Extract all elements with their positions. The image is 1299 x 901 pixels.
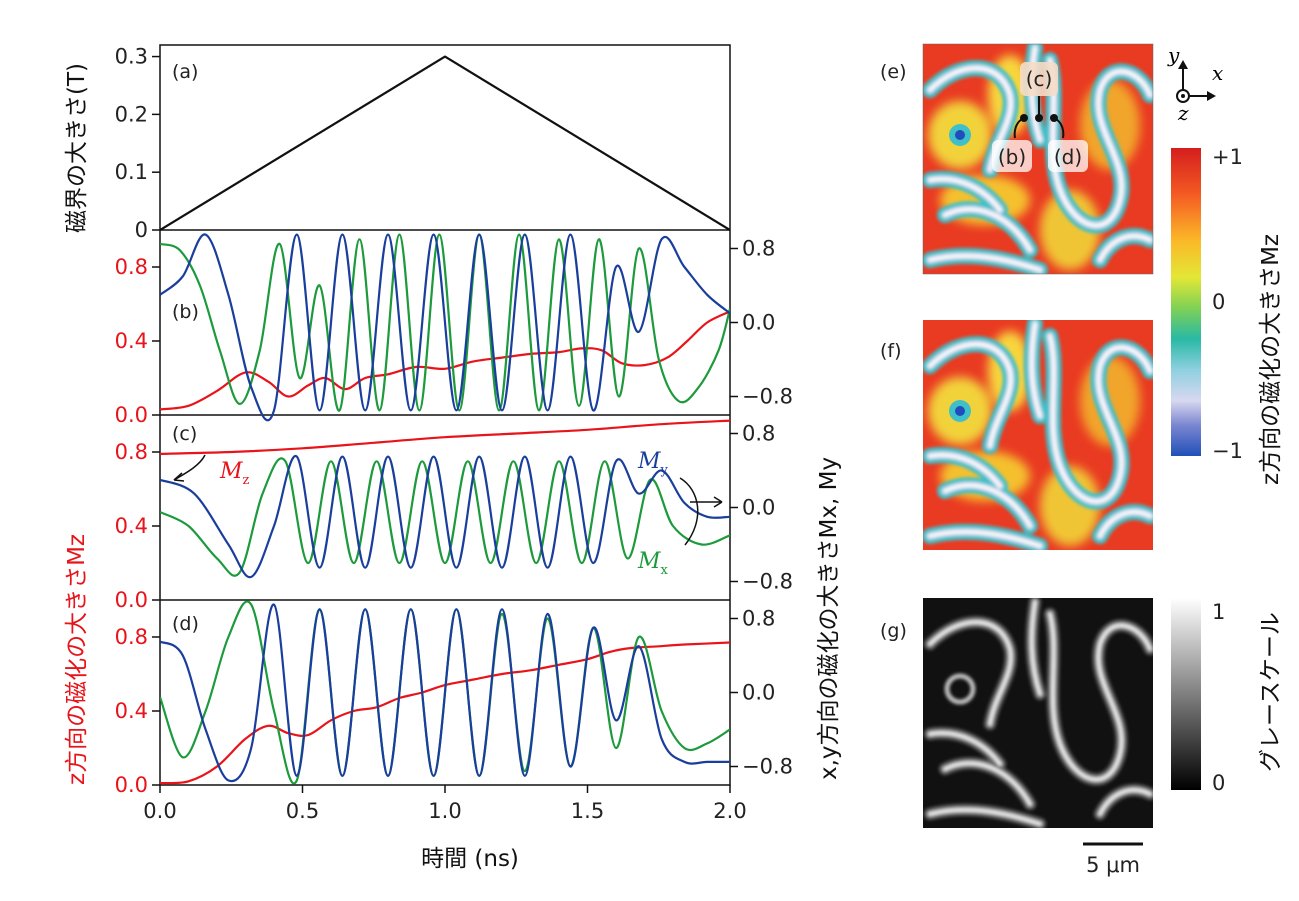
colorbar-mz xyxy=(1171,148,1201,456)
colorbar-tick-min: −1 xyxy=(1212,439,1243,463)
my-annotation: My xyxy=(637,449,669,478)
x-tick-label: 1.0 xyxy=(428,799,461,823)
mx-annotation: Mx xyxy=(637,477,723,578)
series-mx-line xyxy=(160,233,730,412)
axes-orientation-icon: y x z xyxy=(1167,43,1223,125)
mxy-axis-title: x,y方向の磁化の大きさMx, My xyxy=(816,457,842,780)
panel-d-label: (d) xyxy=(172,613,199,635)
svg-text:y: y xyxy=(1167,43,1180,67)
svg-text:Mx: Mx xyxy=(637,549,669,578)
x-tick-label: 1.5 xyxy=(571,799,604,823)
panel-e-image xyxy=(923,44,1153,274)
y-left-tick-label: 0.8 xyxy=(115,440,148,464)
colorbar-gray xyxy=(1171,598,1201,790)
y-tick-label: 0.1 xyxy=(115,160,148,184)
marker-group: (c) (b) (d) xyxy=(992,62,1088,172)
mz-axis-title: z方向の磁化の大きさMz xyxy=(64,534,90,785)
panel-a-label: (a) xyxy=(172,61,198,83)
y-tick-label: 0.2 xyxy=(115,102,148,126)
panel-g-image xyxy=(923,598,1153,828)
y-right-tick-label: −0.8 xyxy=(742,755,793,779)
svg-text:x: x xyxy=(1212,61,1223,85)
y-right-tick-label: −0.8 xyxy=(742,570,793,594)
series-mx-line xyxy=(160,457,730,577)
y-right-tick-label: 0.0 xyxy=(742,311,775,335)
panel-f-image xyxy=(923,320,1153,550)
series-my-line xyxy=(160,233,730,422)
y-left-tick-label: 0.8 xyxy=(115,625,148,649)
y-right-tick-label: 0.8 xyxy=(742,422,775,446)
panel-e-label: (e) xyxy=(880,61,907,83)
y-tick-label: 0.3 xyxy=(115,45,148,69)
scale-bar-label: 5 μm xyxy=(1086,853,1140,877)
colorbar-tick-zero: 0 xyxy=(1212,290,1225,314)
y-right-tick-label: 0.8 xyxy=(742,237,775,261)
marker-b-label: (b) xyxy=(998,145,1026,169)
y-left-tick-label: 0.0 xyxy=(115,588,148,612)
data-series xyxy=(160,55,730,785)
series-mz-line xyxy=(160,310,730,411)
svg-text:z: z xyxy=(1177,101,1189,125)
panel-b-label: (b) xyxy=(172,301,199,323)
panel-f-label: (f) xyxy=(880,340,902,362)
mz-annotation: Mz xyxy=(173,454,250,488)
x-tick-label: 2.0 xyxy=(713,799,746,823)
panel-g-label: (g) xyxy=(880,620,907,642)
x-tick-label: 0.0 xyxy=(143,799,176,823)
axis-ticks: 0.30.20.100.80.40.00.80.0−0.80.80.40.00.… xyxy=(115,45,793,823)
y-left-tick-label: 0.4 xyxy=(115,514,148,538)
y-left-tick-label: 0.4 xyxy=(115,329,148,353)
graybar-tick-max: 1 xyxy=(1212,600,1225,624)
y-right-tick-label: −0.8 xyxy=(742,385,793,409)
y-right-tick-label: 0.0 xyxy=(742,496,775,520)
series-mz-line xyxy=(160,419,730,455)
colorbar-mz-title: z方向の磁化の大きさMz xyxy=(1258,234,1284,485)
colorbar-gray-title: グレースケール xyxy=(1258,612,1284,772)
y-left-tick-label: 0.0 xyxy=(115,403,148,427)
y-right-tick-label: 0.0 xyxy=(742,681,775,705)
series-my-line xyxy=(160,603,730,783)
y-tick-label: 0 xyxy=(135,218,148,242)
svg-text:My: My xyxy=(637,449,669,478)
series-my-line xyxy=(160,455,730,579)
y-left-tick-label: 0.0 xyxy=(115,773,148,797)
field-axis-title: 磁界の大きさ(T) xyxy=(64,63,90,233)
series-b-line xyxy=(160,55,730,231)
panel-c-label: (c) xyxy=(172,423,197,445)
y-right-tick-label: 0.8 xyxy=(742,607,775,631)
svg-text:Mz: Mz xyxy=(219,459,250,488)
marker-d-label: (d) xyxy=(1054,145,1082,169)
x-axis-title: 時間 (ns) xyxy=(421,846,519,872)
plot-frames xyxy=(159,44,731,786)
graybar-tick-min: 0 xyxy=(1212,771,1225,795)
colorbar-tick-max: +1 xyxy=(1212,145,1243,169)
marker-c-label: (c) xyxy=(1026,67,1053,91)
y-left-tick-label: 0.8 xyxy=(115,255,148,279)
y-left-tick-label: 0.4 xyxy=(115,699,148,723)
x-tick-label: 0.5 xyxy=(286,799,319,823)
